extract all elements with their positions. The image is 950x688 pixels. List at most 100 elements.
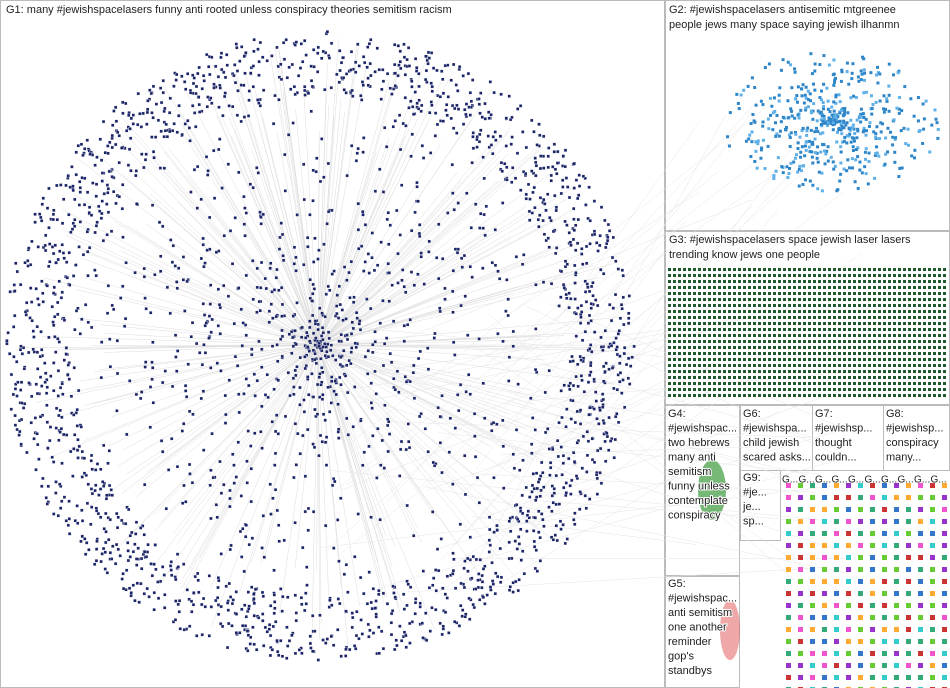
node (893, 382, 896, 385)
node (126, 163, 131, 167)
node (733, 388, 736, 391)
node (918, 280, 921, 283)
node (798, 280, 801, 283)
node (858, 304, 861, 307)
node (580, 466, 585, 470)
node (477, 337, 481, 341)
node (373, 369, 377, 374)
node (461, 74, 465, 78)
node (908, 334, 911, 337)
node (893, 340, 896, 343)
node (427, 586, 432, 590)
node (783, 292, 786, 295)
node (493, 591, 497, 596)
node (810, 675, 815, 680)
node (758, 352, 761, 355)
node (599, 205, 604, 209)
group-label: G3: #jewishspacelasers space jewish lase… (669, 234, 911, 246)
node (778, 286, 781, 289)
node (678, 274, 681, 277)
node (91, 181, 95, 185)
node (255, 285, 259, 290)
node (574, 271, 578, 275)
node (870, 579, 875, 584)
node (810, 72, 814, 76)
node (778, 364, 781, 367)
node (321, 337, 325, 342)
node (67, 517, 71, 521)
node (187, 462, 192, 467)
node (374, 392, 378, 396)
node (194, 341, 199, 346)
node (528, 218, 532, 222)
node (30, 239, 34, 244)
node (793, 292, 796, 295)
node (68, 283, 72, 287)
node (858, 382, 861, 385)
node (828, 370, 831, 373)
node (668, 298, 671, 301)
node (698, 340, 701, 343)
node (843, 106, 847, 110)
node (856, 75, 860, 79)
node (100, 211, 104, 216)
node (693, 274, 696, 277)
node (834, 615, 839, 620)
node (77, 444, 82, 449)
node (210, 55, 214, 59)
node (799, 155, 803, 159)
node (67, 377, 71, 381)
node (90, 491, 95, 496)
node (906, 627, 911, 632)
node (371, 587, 375, 591)
node (354, 159, 359, 163)
node (81, 153, 85, 157)
node (94, 224, 99, 228)
node (816, 109, 820, 113)
node (328, 598, 332, 603)
node (928, 298, 931, 301)
node (813, 370, 816, 373)
node (145, 550, 150, 554)
node (608, 303, 612, 307)
node (515, 151, 520, 155)
node (415, 101, 419, 105)
node (470, 161, 474, 165)
node (568, 484, 572, 488)
node (252, 642, 256, 647)
node (62, 318, 67, 322)
node (588, 497, 592, 501)
node (708, 364, 711, 367)
node (36, 245, 40, 249)
node (47, 186, 51, 191)
node (796, 146, 800, 150)
node (538, 559, 543, 563)
node (918, 304, 921, 307)
node (616, 420, 621, 425)
node (668, 274, 671, 277)
node (475, 475, 480, 480)
node (382, 342, 387, 346)
node (908, 316, 911, 319)
node (822, 107, 826, 111)
node (434, 568, 438, 572)
node (239, 119, 243, 124)
edge (329, 470, 822, 521)
node (537, 122, 541, 126)
node (374, 615, 378, 619)
node (369, 306, 373, 311)
node (748, 298, 751, 301)
node (552, 150, 556, 154)
node (104, 540, 108, 545)
node (52, 285, 56, 290)
node (567, 195, 572, 200)
edge (112, 134, 319, 346)
node (54, 480, 58, 484)
node (233, 216, 237, 220)
node (361, 463, 365, 467)
edge (153, 344, 319, 516)
node (768, 376, 771, 379)
node (897, 111, 901, 115)
node (772, 96, 776, 100)
node (913, 352, 916, 355)
